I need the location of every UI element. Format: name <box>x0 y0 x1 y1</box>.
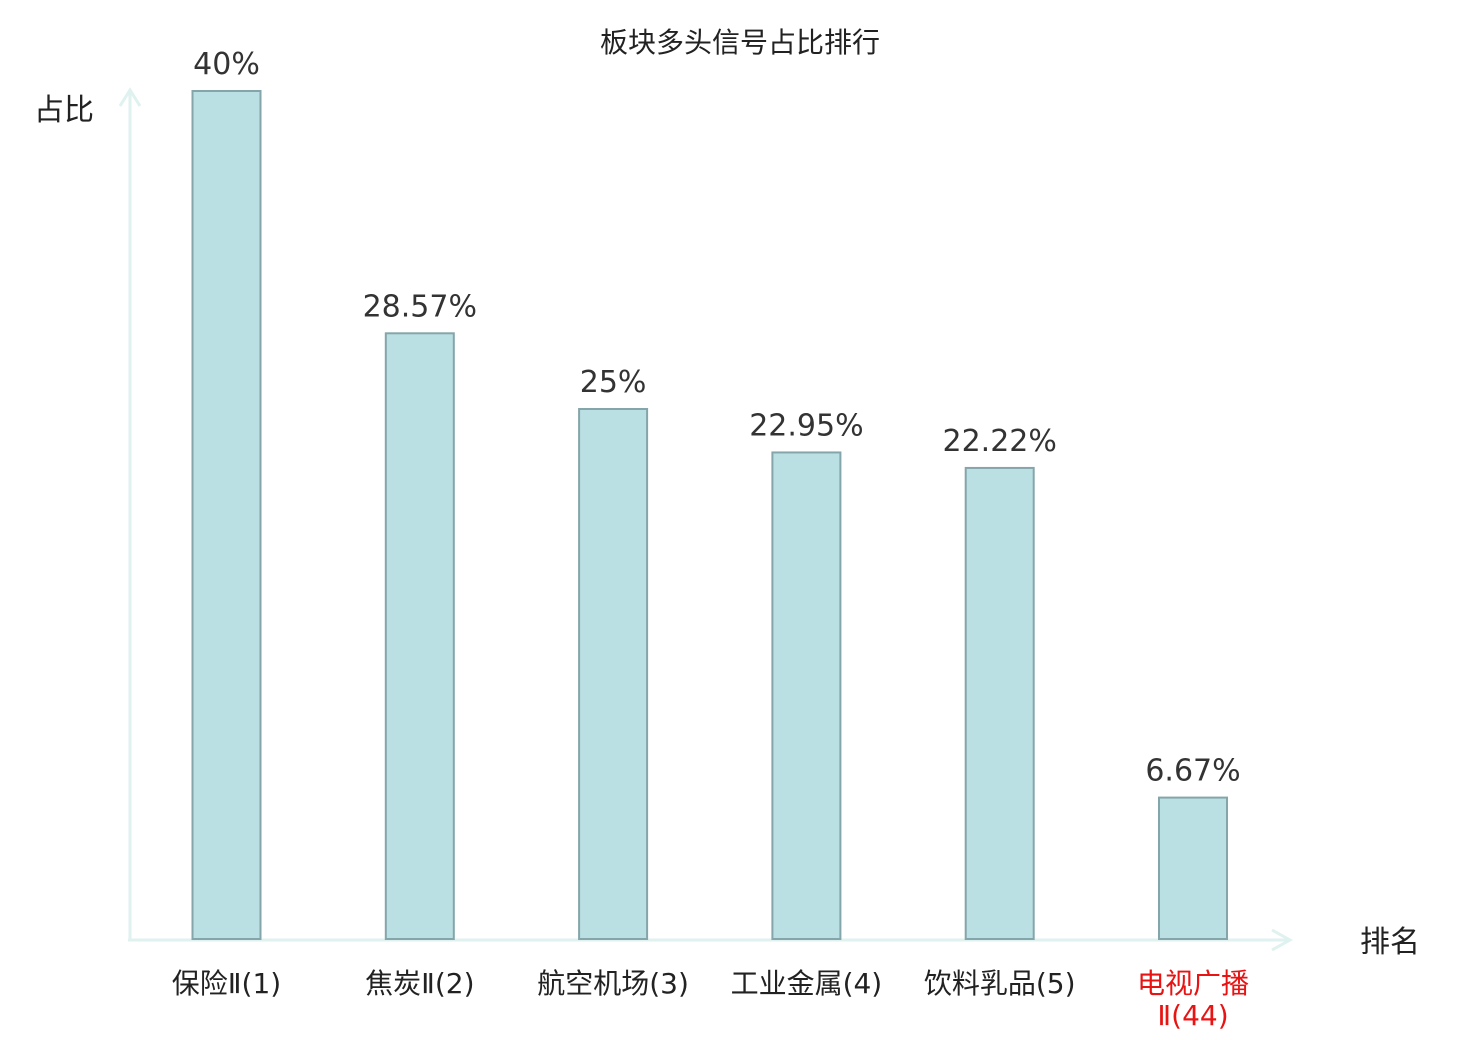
value-label: 6.67% <box>1145 754 1240 789</box>
bars-group <box>191 90 1228 941</box>
category-labels-group: 保险Ⅱ(1) 焦炭Ⅱ(2) 航空机场(3) 工业金属(4) 饮料乳品(5) 电视广播 Ⅱ(4… <box>172 967 1249 1032</box>
value-label: 22.22% <box>943 424 1057 459</box>
bar <box>1158 796 1228 941</box>
category-label: 电视广播 Ⅱ(44) <box>1137 967 1249 1032</box>
category-label: 保险Ⅱ(1) <box>172 967 281 1000</box>
value-label: 28.57% <box>363 289 477 324</box>
value-label: 40% <box>193 47 260 82</box>
category-label: 焦炭Ⅱ(2) <box>365 967 474 1000</box>
bar <box>964 466 1035 940</box>
bar <box>578 408 649 940</box>
x-axis-arrow-icon <box>1271 928 1294 952</box>
category-label: 航空机场(3) <box>537 967 689 1000</box>
bar <box>191 90 262 940</box>
chart-title: 板块多头信号占比排行 <box>600 26 880 59</box>
bar <box>771 451 842 940</box>
x-axis-label: 排名 <box>1360 925 1420 960</box>
y-axis-arrow-icon <box>118 87 142 107</box>
category-label: 工业金属(4) <box>731 967 883 1000</box>
bar <box>384 332 455 941</box>
value-label: 25% <box>580 365 647 400</box>
y-axis-label: 占比 <box>34 93 94 128</box>
value-label: 22.95% <box>749 408 863 443</box>
category-label: 饮料乳品(5) <box>924 967 1076 1000</box>
value-labels-group: 40% 28.57% 25% 22.95% 22.22% 6.67% <box>193 47 1241 789</box>
